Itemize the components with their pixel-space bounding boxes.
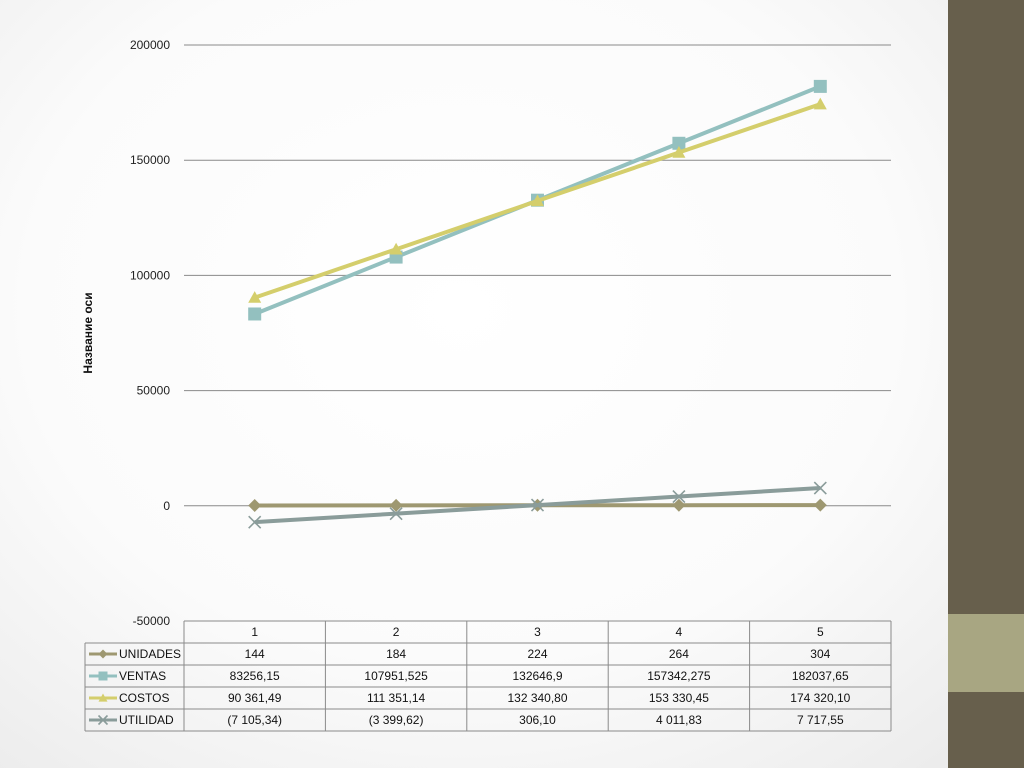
data-label: 4 011,83 [656,713,702,727]
data-point [98,693,108,702]
data-point [672,146,686,158]
data-label: 304 [810,647,830,661]
data-label: 153 330,45 [649,691,709,705]
data-label: 83256,15 [230,669,280,683]
x-tick-label: 2 [393,625,400,639]
x-tick-label: 3 [534,625,541,639]
data-point [672,136,686,150]
x-tick-label: 1 [251,625,258,639]
data-label: 184 [386,647,406,661]
legend-key [89,671,117,681]
data-point [530,498,545,512]
table-row: VENTAS 83256,15 107951,525 132646,9 157342,2… [89,669,849,683]
data-label: 132 340,80 [507,691,567,705]
data-label: 306,10 [519,713,556,727]
data-point [813,498,827,512]
data-point [813,79,827,93]
y-tick-label: 200000 [130,38,170,52]
data-point [248,291,262,303]
data-label: (7 105,34) [227,713,282,727]
x-tick-label: 5 [817,625,824,639]
data-point [98,671,108,681]
table-row: UTILIDAD (7 105,34) (3 399,62) 306,10 4 011,… [89,713,844,727]
y-tick-label: 0 [163,499,170,513]
data-point [813,97,827,110]
data-point [248,515,262,529]
y-axis-ticks: -50000 0 50000 100000 150000 200000 [130,38,170,628]
data-label: 132646,9 [512,669,562,683]
grid-lines [184,44,891,622]
data-point [389,507,403,521]
data-point [389,242,403,255]
y-tick-label: 50000 [137,384,171,398]
data-point [98,649,108,659]
table-row: UNIDADES 144 184 224 264 304 [89,647,831,661]
data-point [813,481,827,495]
series-layer [248,79,827,529]
data-point [97,714,109,726]
y-tick-label: 100000 [130,268,170,282]
legend-entry: VENTAS [119,669,166,683]
legend-key [89,693,117,702]
data-label: (3 399,62) [369,713,424,727]
legend-key [89,649,117,659]
legend-entry: UNIDADES [119,647,181,661]
y-axis-title: Название оси [81,292,95,373]
series-utilidad [248,481,827,529]
y-tick-label: 150000 [130,153,170,167]
data-label: 107951,525 [364,669,428,683]
legend-entry: COSTOS [119,691,169,705]
data-point [672,489,686,504]
data-point [672,498,686,512]
side-decoration-accent [948,614,1024,692]
data-label: 111 351,14 [367,691,426,705]
y-tick-label: -50000 [133,614,171,628]
data-table: 1 2 3 4 5 UNIDADES 144 184 224 264 304 VENTAS 83256,… [84,620,892,732]
data-point [389,498,403,512]
x-tick-label: 4 [676,625,683,639]
data-label: 174 320,10 [790,691,850,705]
chart: -50000 0 50000 100000 150000 200000 Название … [81,38,892,732]
data-label: 224 [527,647,547,661]
data-point [248,498,262,512]
data-point [531,194,544,207]
data-label: 182037,65 [792,669,849,683]
data-label: 157342,275 [647,669,711,683]
data-label: 144 [245,647,265,661]
legend-key [89,714,117,726]
data-point [248,307,262,321]
series-costos [248,97,827,303]
table-row: COSTOS 90 361,49 111 351,14 132 340,80 153 3… [89,691,851,705]
data-label: 264 [669,647,689,661]
data-label: 7 717,55 [797,713,844,727]
legend-entry: UTILIDAD [119,713,174,727]
data-label: 90 361,49 [228,691,282,705]
